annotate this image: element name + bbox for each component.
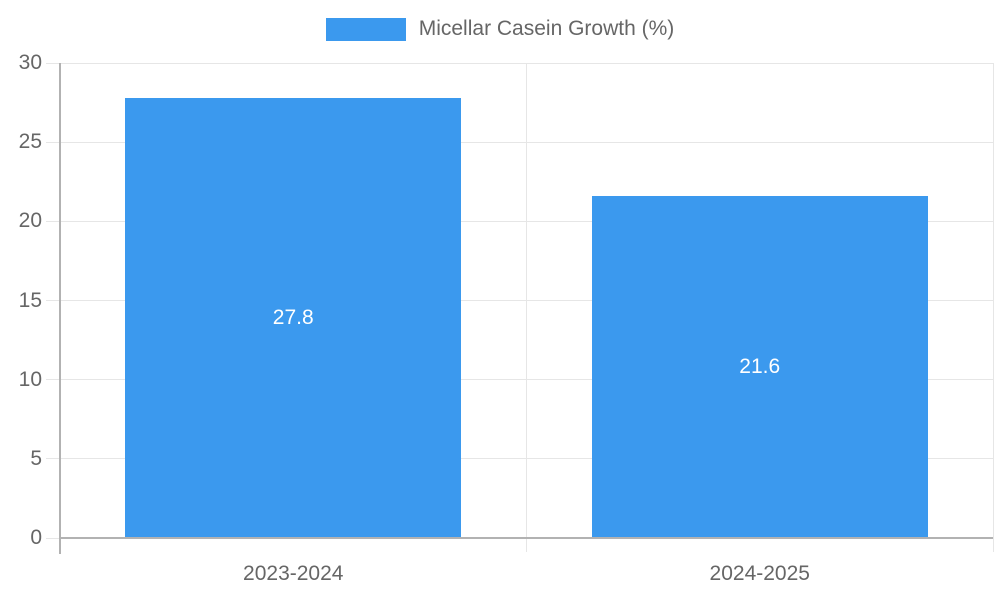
y-tick <box>46 141 60 143</box>
y-tick <box>46 300 60 301</box>
y-tick-label: 20 <box>18 209 42 233</box>
y-tick-label: 15 <box>18 288 42 312</box>
y-axis-line <box>59 63 61 554</box>
x-tick <box>992 538 994 552</box>
x-gridline <box>992 63 994 538</box>
y-tick <box>46 537 60 539</box>
bar-value-label: 21.6 <box>739 355 781 378</box>
bar[interactable] <box>125 97 462 538</box>
legend-label: Micellar Casein Growth (%) <box>418 17 675 40</box>
chart-legend[interactable]: Micellar Casein Growth (%) <box>0 17 1000 41</box>
x-tick-label: 2024-2025 <box>709 562 810 585</box>
y-tick <box>46 379 60 381</box>
y-tick-label: 30 <box>18 51 42 74</box>
legend-swatch <box>325 17 406 41</box>
bar-value-label: 27.8 <box>272 305 314 329</box>
x-gridline <box>526 63 527 538</box>
y-tick-label: 10 <box>18 367 42 391</box>
x-axis-line <box>60 537 993 539</box>
bar[interactable] <box>591 196 928 538</box>
y-tick <box>46 220 60 222</box>
y-tick-label: 25 <box>18 130 42 154</box>
y-tick-label: 0 <box>30 526 42 549</box>
x-tick <box>526 538 527 552</box>
y-tick-label: 5 <box>30 446 42 470</box>
y-tick <box>46 458 60 460</box>
x-tick-label: 2023-2024 <box>243 562 344 585</box>
y-tick <box>46 62 60 64</box>
